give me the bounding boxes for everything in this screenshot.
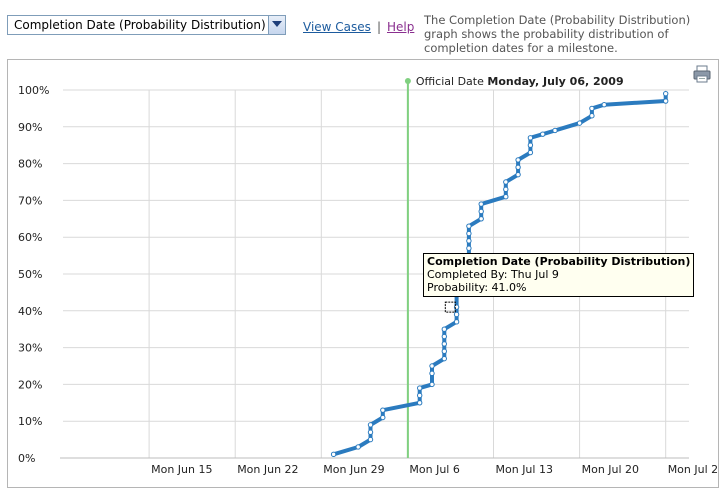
official-date-label: Official Date Monday, July 06, 2009 <box>416 75 624 88</box>
data-point <box>441 341 447 347</box>
data-point <box>441 348 447 354</box>
y-tick-label: 50% <box>18 268 42 281</box>
data-point <box>527 142 534 148</box>
data-point <box>429 363 435 369</box>
data-point <box>663 90 669 97</box>
x-tick-label: Mon Jul 13 <box>496 463 553 476</box>
data-point <box>453 311 460 318</box>
data-point <box>453 319 460 325</box>
hovered-point-marker <box>444 301 456 313</box>
x-tick-label: Mon Jul 20 <box>582 463 639 476</box>
y-tick-label: 20% <box>18 378 42 391</box>
data-point <box>367 422 374 428</box>
chart-type-select[interactable]: Completion Date (Probability Distributio… <box>7 15 286 35</box>
data-point <box>417 400 423 406</box>
print-icon[interactable] <box>693 65 711 86</box>
y-tick-label: 60% <box>18 231 42 244</box>
data-point <box>503 179 509 185</box>
data-point <box>663 98 669 104</box>
y-tick-label: 10% <box>18 415 42 428</box>
data-point <box>589 113 595 119</box>
x-tick-label: Mon Jul 27 <box>668 463 718 476</box>
data-point <box>466 230 472 237</box>
data-point <box>380 414 386 421</box>
chart: 0% 10% 20% 30% 40% 50% 60% 70% 80% 90% 100% Mon Jun… <box>18 75 718 476</box>
data-point <box>466 223 472 229</box>
view-cases-link[interactable]: View Cases <box>303 20 371 34</box>
data-point <box>429 381 435 388</box>
y-tick-label: 30% <box>18 342 42 355</box>
x-tick-label: Mon Jun 29 <box>323 463 384 476</box>
data-point <box>527 149 534 156</box>
y-tick-label: 100% <box>18 84 49 97</box>
data-point <box>503 194 509 200</box>
chart-type-select-value: Completion Date (Probability Distributio… <box>14 18 266 32</box>
data-point <box>515 171 521 178</box>
data-point <box>478 201 484 207</box>
data-point <box>429 370 435 377</box>
chart-description: The Completion Date (Probability Distrib… <box>424 13 691 55</box>
data-point <box>367 436 374 443</box>
data-point <box>466 238 472 244</box>
link-separator: | <box>377 20 382 34</box>
data-point <box>527 135 534 141</box>
data-point <box>466 245 472 251</box>
data-point <box>601 102 607 108</box>
data-point <box>478 208 484 215</box>
y-tick-label: 0% <box>18 452 35 465</box>
toolbar: Completion Date (Probability Distributio… <box>0 0 726 60</box>
x-tick-label: Mon Jul 6 <box>409 463 459 476</box>
data-point <box>478 216 484 222</box>
data-point <box>540 131 546 137</box>
help-link[interactable]: Help <box>387 20 415 34</box>
data-point <box>503 186 509 193</box>
data-point <box>552 127 558 134</box>
tooltip-probability: Probability: 41.0% <box>427 281 527 294</box>
data-point <box>355 444 361 450</box>
data-point <box>380 407 386 413</box>
data-point <box>589 105 595 112</box>
chevron-down-icon[interactable] <box>268 16 285 34</box>
tooltip-completed-by: Completed By: Thu Jul 9 <box>427 268 559 281</box>
data-point <box>330 451 337 458</box>
official-date-dot <box>404 78 411 84</box>
data-point <box>367 429 374 435</box>
data-point <box>576 120 583 126</box>
data-point <box>441 333 447 340</box>
data-point <box>515 164 521 170</box>
x-tick-label: Mon Jun 15 <box>151 463 212 476</box>
y-tick-label: 90% <box>18 121 42 134</box>
x-tick-label: Mon Jun 22 <box>237 463 298 476</box>
y-tick-label: 40% <box>18 305 42 318</box>
data-point <box>441 355 447 362</box>
data-point <box>417 385 423 391</box>
y-tick-label: 80% <box>18 158 42 171</box>
y-tick-label: 70% <box>18 194 42 207</box>
data-tooltip: Completion Date (Probability Distributio… <box>423 253 695 297</box>
tooltip-title: Completion Date (Probability Distributio… <box>427 255 691 268</box>
data-point <box>441 326 447 332</box>
data-point <box>515 157 521 163</box>
data-point <box>417 392 423 399</box>
